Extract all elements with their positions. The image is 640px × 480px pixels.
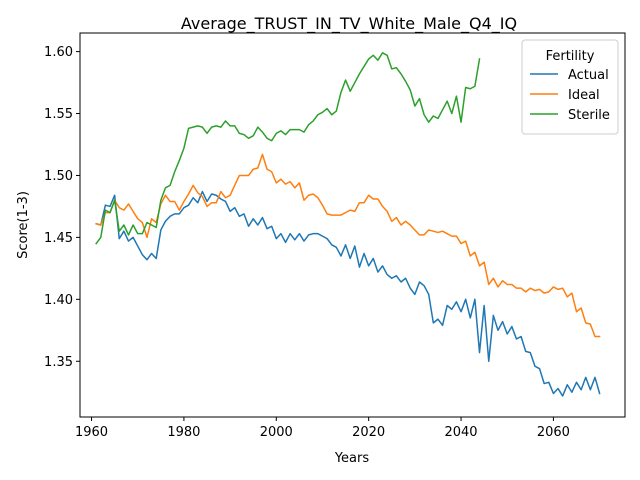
plot-frame bbox=[79, 32, 626, 418]
series-line-sterile bbox=[95, 52, 481, 245]
y-tick-label: 1.55 bbox=[44, 107, 73, 122]
x-tick-label: 2060 bbox=[537, 425, 570, 440]
y-tick-label: 1.40 bbox=[44, 293, 73, 308]
x-tick-label: 1960 bbox=[75, 425, 108, 440]
plot-area bbox=[95, 52, 601, 397]
legend-label-sterile: Sterile bbox=[568, 108, 610, 123]
legend-box bbox=[521, 39, 619, 135]
y-axis: 1.35 1.40 1.45 1.50 1.55 1.60 bbox=[44, 45, 80, 370]
legend: Fertility Actual Ideal Sterile bbox=[521, 39, 619, 135]
x-tick-label: 1980 bbox=[167, 425, 200, 440]
legend-label-actual: Actual bbox=[568, 68, 609, 83]
series-line-ideal bbox=[95, 153, 601, 338]
x-tick-label: 2020 bbox=[352, 425, 385, 440]
y-axis-label: Score(1-3) bbox=[16, 191, 31, 259]
legend-items: Actual Ideal Sterile bbox=[530, 68, 610, 123]
x-axis: 1960 1980 2000 2020 2040 2060 bbox=[75, 417, 570, 440]
x-tick-label: 2040 bbox=[444, 425, 477, 440]
chart-title: Average_TRUST_IN_TV_White_Male_Q4_IQ bbox=[181, 14, 517, 34]
legend-title: Fertility bbox=[546, 49, 595, 64]
x-tick-label: 2000 bbox=[260, 425, 293, 440]
y-tick-label: 1.60 bbox=[44, 45, 73, 60]
x-axis-label: Years bbox=[334, 451, 370, 466]
y-tick-label: 1.45 bbox=[44, 231, 73, 246]
y-tick-label: 1.50 bbox=[44, 169, 73, 184]
series-line-actual bbox=[95, 190, 601, 397]
y-tick-label: 1.35 bbox=[44, 355, 73, 370]
legend-label-ideal: Ideal bbox=[568, 88, 600, 103]
